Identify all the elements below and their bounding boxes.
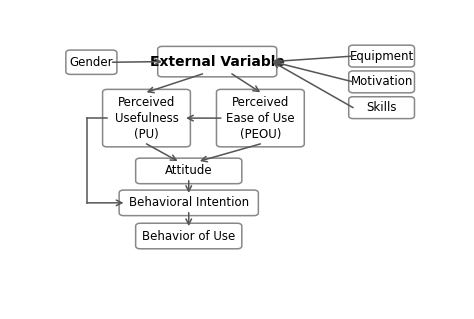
FancyBboxPatch shape <box>136 223 242 249</box>
Text: Perceived
Ease of Use
(PEOU): Perceived Ease of Use (PEOU) <box>226 96 295 141</box>
Text: Skills: Skills <box>366 101 397 114</box>
Text: Equipment: Equipment <box>349 49 414 63</box>
Text: External Variable: External Variable <box>150 55 285 69</box>
Text: Behavioral Intention: Behavioral Intention <box>128 197 249 209</box>
Text: Perceived
Usefulness
(PU): Perceived Usefulness (PU) <box>115 96 178 141</box>
FancyBboxPatch shape <box>136 158 242 184</box>
Text: Attitude: Attitude <box>165 164 212 177</box>
FancyBboxPatch shape <box>119 190 258 216</box>
FancyBboxPatch shape <box>349 71 414 93</box>
FancyBboxPatch shape <box>217 89 304 147</box>
FancyBboxPatch shape <box>349 45 414 67</box>
FancyBboxPatch shape <box>66 50 117 74</box>
FancyBboxPatch shape <box>158 46 277 77</box>
Text: Behavior of Use: Behavior of Use <box>142 229 236 242</box>
Text: Gender: Gender <box>70 56 113 69</box>
Text: Motivation: Motivation <box>350 75 413 88</box>
FancyBboxPatch shape <box>102 89 191 147</box>
FancyBboxPatch shape <box>349 97 414 119</box>
